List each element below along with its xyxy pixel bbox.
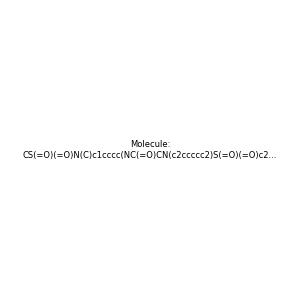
Text: Molecule:
CS(=O)(=O)N(C)c1cccc(NC(=O)CN(c2ccccc2)S(=O)(=O)c2...: Molecule: CS(=O)(=O)N(C)c1cccc(NC(=O)CN(… bbox=[23, 140, 277, 160]
